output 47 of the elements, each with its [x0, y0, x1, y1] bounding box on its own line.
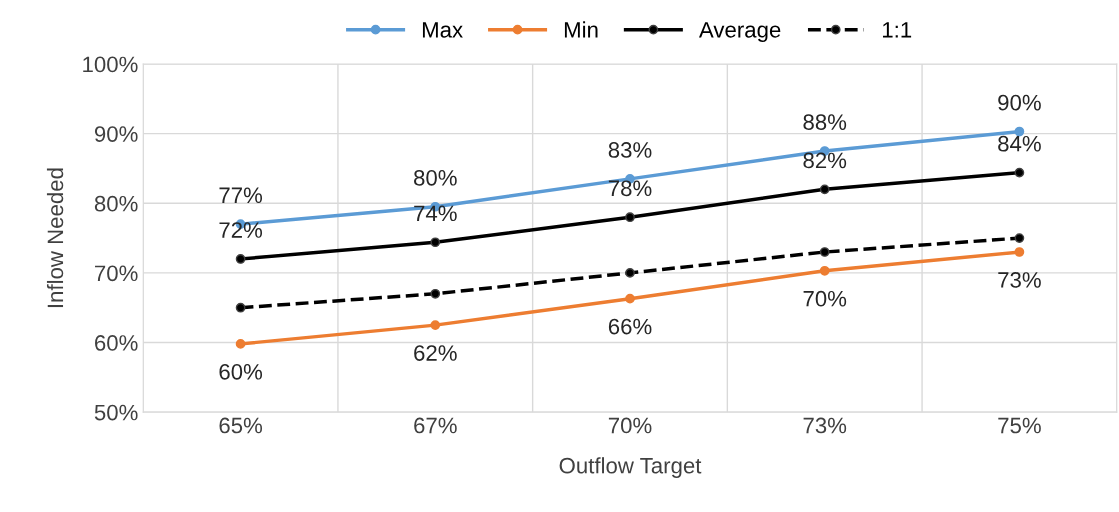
data-label: 82% — [803, 152, 847, 169]
point — [430, 288, 441, 299]
legend-label: Min — [564, 21, 598, 38]
x-tick-label: 65% — [219, 417, 263, 434]
point — [235, 302, 246, 313]
point — [430, 320, 441, 330]
data-label: 88% — [803, 114, 847, 130]
point — [430, 237, 441, 248]
data-label: 73% — [998, 272, 1041, 288]
y-tick-label: 80% — [94, 195, 138, 212]
data-label: 77% — [219, 187, 263, 204]
point — [819, 247, 830, 257]
data-label: 72% — [219, 222, 263, 238]
data-label: 62% — [414, 345, 457, 361]
x-tick-label: 73% — [803, 417, 847, 434]
y-axis-title: Inflow Needed — [46, 168, 64, 308]
y-tick-label: 50% — [94, 404, 138, 421]
data-label: 60% — [219, 363, 263, 380]
x-tick-label: 70% — [608, 417, 652, 434]
legend-label: Average — [698, 22, 781, 43]
data-label: 84% — [998, 135, 1041, 152]
point — [1014, 247, 1025, 257]
data-label: 80% — [414, 169, 457, 186]
y-tick-label: 90% — [94, 126, 138, 142]
point — [1014, 167, 1025, 178]
data-label: 78% — [608, 180, 652, 197]
y-tick-label: 70% — [95, 265, 138, 282]
data-label: 83% — [608, 142, 652, 158]
data-label: 70% — [803, 290, 847, 307]
point — [235, 254, 246, 264]
x-tick-label: 67% — [414, 417, 457, 434]
point — [625, 268, 635, 278]
data-label: 74% — [414, 205, 457, 222]
legend-label: 1:1 — [882, 22, 912, 38]
y-tick-label: 100% — [83, 56, 138, 73]
point — [1014, 233, 1025, 243]
point — [819, 184, 830, 195]
data-label: 90% — [998, 94, 1041, 111]
x-axis-title: Outflow Target — [559, 457, 702, 478]
point — [625, 212, 635, 223]
x-tick-label: 75% — [998, 417, 1041, 434]
data-label: 66% — [608, 318, 652, 335]
point — [819, 265, 830, 276]
point — [235, 339, 246, 349]
legend-label: Max — [422, 22, 463, 38]
point — [625, 293, 635, 304]
y-tick-label: 60% — [95, 335, 138, 351]
